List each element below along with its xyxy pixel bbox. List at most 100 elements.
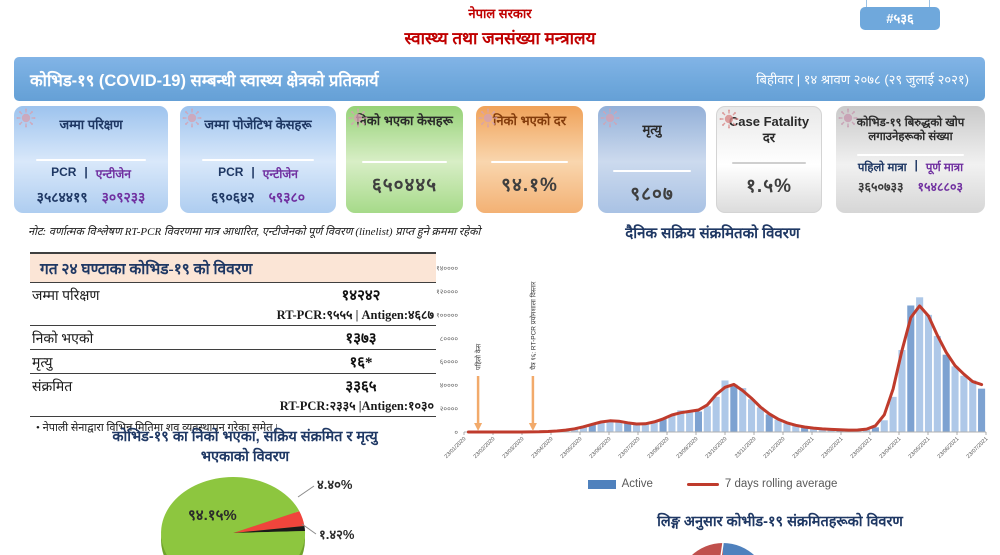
value-first-dose: ३६५०७३३ [857,180,904,194]
card-deaths: मृत्यु ९८०७ [598,106,706,213]
label-separator: | [84,165,88,179]
svg-text:23/04/2021: 23/04/2021 [879,436,903,460]
daily-summary-table: गत २४ घण्टाका कोभिड-१९ को विवरण जम्मा पर… [30,252,436,435]
svg-text:23/03/2021: 23/03/2021 [850,436,874,460]
label-antigen: एन्टीजेन [95,167,131,181]
outcome-pie-chart: ९४.१५% ४.४०% १.४२% [140,470,480,555]
row-label: मृत्यु [32,355,53,371]
row-sub-detail: RT-PCR:२३३५ |Antigen:१०३० [279,399,434,413]
card-divider [613,170,691,172]
card-title: Case Fatality दर [728,114,810,146]
card-vaccinated: कोभिड-१९ बिरुद्धको खोप लगाउनेहरूको संख्य… [836,106,985,213]
outcome-pie-title-line2: भएकाको विवरण [200,448,290,465]
report-date: बिहीवार | १४ श्रावण २०७८ (२९ जुलाई २०२१) [756,72,969,87]
legend-line-swatch [686,482,719,486]
label-separator: | [251,165,255,179]
label-pcr: PCR [218,165,244,179]
svg-text:23/01/2021: 23/01/2021 [792,436,816,460]
svg-text:23/11/2020: 23/11/2020 [734,436,757,459]
card-title: निको भएका केसहरू [356,113,453,128]
card-divider [35,159,147,161]
gender-pie-svg [692,542,754,555]
value-pcr: ३५८४४१९ [36,189,88,205]
card-title: निको भएको दर [492,113,567,128]
report-number-badge: #५३६ [860,7,940,30]
label-pcr: PCR [51,165,77,179]
legend-bar-swatch [587,479,616,489]
svg-text:23/07/2020: 23/07/2020 [618,436,642,460]
svg-text:23/10/2020: 23/10/2020 [705,436,729,460]
legend-average-label: 7 days rolling average [724,478,838,490]
svg-text:23/04/2020: 23/04/2020 [531,436,555,460]
active-cases-chart: ० २०००० ४०००० ६०००० ८०००० १००००० १२०००० १४०००० 2… [430,256,995,474]
report-title: कोभिड-१९ (COVID-19) सम्बन्धी स्वास्थ्य क… [30,71,379,90]
label-separator: | [914,160,918,172]
svg-text:चैत्र १६: RT-PCR प्रयोगशाला वि: चैत्र १६: RT-PCR प्रयोगशाला विस्तार [529,281,537,370]
daily-summary-title: गत २४ घण्टाका कोभिड-१९ को विवरण [30,252,436,283]
footnote-linelist: नोट: वर्णात्मक विश्लेषण RT-PCR विवरणमा म… [28,226,481,238]
active-chart-svg: ० २०००० ४०००० ६०००० ८०००० १००००० १२०००० १४०००० 2… [436,266,989,460]
row-label: जम्मा परिक्षण [32,288,100,304]
svg-text:२००००: २०००० [440,406,459,413]
svg-text:८००००: ८०००० [440,336,459,343]
row-label: संक्रमित [32,379,73,395]
virus-icon [16,108,36,128]
outcome-pie-svg: ९४.१५% ४.४०% १.४२% [161,477,355,555]
card-total-tests: जम्मा परिक्षण PCR | एन्टीजेन ३५८४४१९ ३०९… [14,106,168,213]
svg-text:४.४०%: ४.४०% [317,477,353,492]
row-value: १६* [349,355,373,371]
card-title: कोभिड-१९ बिरुद्धको खोप लगाउनेहरूको संख्य… [856,117,965,144]
svg-text:23/02/2021: 23/02/2021 [821,436,845,460]
card-divider [731,162,807,164]
card-title: जम्मा पोजेटिभ केसहरू [204,117,312,132]
card-recovery-rate: निको भएको दर ९४.१% [476,106,583,213]
card-divider [201,159,315,161]
svg-text:०: ० [454,430,458,437]
svg-text:23/08/2020: 23/08/2020 [647,436,671,460]
svg-text:23/06/2020: 23/06/2020 [589,436,613,460]
active-chart-title: दैनिक सक्रिय संक्रमितको विवरण [625,225,800,242]
outcome-pie-title: कोभिड-१९ का निको भएका, सक्रिय संक्रमित र… [60,428,430,467]
card-value: ९४.१% [501,175,558,196]
label-antigen: एन्टीजेन [262,167,298,181]
virus-icon [600,108,620,128]
card-divider [856,154,965,156]
card-total-positive: जम्मा पोजेटिभ केसहरू PCR | एन्टीजेन ६९०६… [180,106,336,213]
row-label: निको भएको [32,331,94,347]
svg-text:23/05/2021: 23/05/2021 [908,436,932,460]
svg-text:६००००: ६०००० [440,359,459,366]
svg-text:23/06/2021: 23/06/2021 [937,436,961,460]
label-first-dose: पहिलो मात्रा [857,162,907,174]
value-antigen: ५९३८० [268,189,306,205]
table-row: निको भएको १३७३ [30,326,436,350]
card-divider [362,161,447,163]
virus-icon [838,108,858,128]
card-divider [490,161,569,163]
row-value: ३३६५ [345,379,377,395]
virus-icon [719,109,739,129]
svg-text:23/12/2020: 23/12/2020 [763,436,787,460]
row-value: १४२४२ [341,288,381,304]
svg-text:23/01/2020: 23/01/2020 [444,436,468,460]
outcome-pie-title-line1: कोभिड-१९ का निको भएका, सक्रिय संक्रमित र… [112,429,378,445]
frame-decoration [866,0,930,7]
card-value: ९८०७ [630,184,674,205]
gender-chart-title: लिङ्ग अनुसार कोभीड-१९ संक्रमितहरूको विवर… [657,514,903,530]
svg-text:23/03/2020: 23/03/2020 [502,436,526,460]
table-row: संक्रमित ३३६५ RT-PCR:२३३५ |Antigen:१०३० [30,374,436,417]
card-title: मृत्यु [642,122,662,137]
row-sub-detail: RT-PCR:९५५५ | Antigen:४६८७ [276,308,434,322]
svg-text:१४००००: १४०००० [436,266,458,273]
svg-text:४००००: ४०००० [440,383,459,390]
table-footnote: • नेपाली सेनाद्वारा विभिन्न मितिमा शव व्… [36,422,278,434]
svg-text:23/09/2020: 23/09/2020 [676,436,700,460]
svg-text:१२००००: १२०००० [436,289,458,296]
legend-active-label: Active [621,478,653,490]
ministry-title: स्वास्थ्य तथा जनसंख्या मन्त्रालय [404,29,596,48]
value-antigen: ३०९२३३ [101,189,146,205]
svg-text:१.४२%: १.४२% [319,527,355,542]
value-full-dose: १५४८८०३ [917,180,964,194]
card-value: १.५% [746,176,792,197]
card-recovered: निको भएका केसहरू ६५०४४५ [346,106,463,213]
